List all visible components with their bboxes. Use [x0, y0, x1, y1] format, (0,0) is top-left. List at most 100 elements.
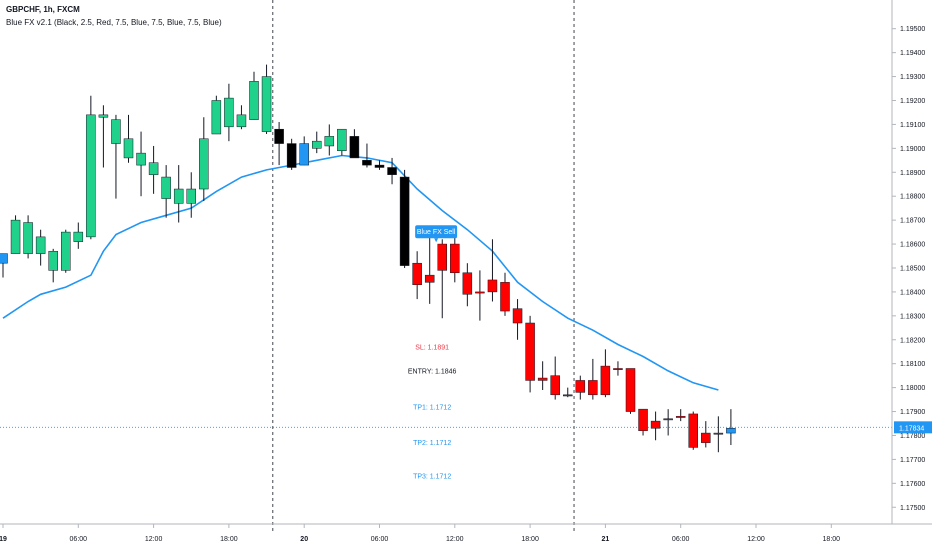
candle-body [462, 272, 473, 295]
last-price-tag [894, 421, 932, 434]
indicator-legend: Blue FX v2.1 (Black, 2.5, Red, 7.5, Blue… [6, 18, 222, 27]
candle [412, 251, 422, 300]
candle-body [199, 138, 209, 190]
candle-body [600, 365, 611, 396]
candle-body [450, 243, 460, 274]
moving-average-line [2, 154, 719, 391]
candle-body [437, 243, 447, 271]
candle-body [236, 114, 247, 128]
candle [161, 165, 171, 218]
time-tick-label: 20 [300, 536, 308, 543]
candle [550, 356, 560, 400]
candle [500, 272, 510, 316]
entry-label: ENTRY: 1.1846 [408, 368, 457, 375]
candle [312, 131, 322, 154]
candle-body [261, 76, 272, 132]
price-tick-label: 1.18000 [900, 385, 925, 392]
candle [98, 105, 109, 168]
price-tick-label: 1.18200 [900, 337, 925, 344]
candle [575, 375, 586, 400]
candle-body [713, 432, 724, 435]
candles-layer [0, 64, 736, 453]
candle-body [123, 138, 134, 159]
candle-body [23, 222, 33, 254]
time-tick-label: 06:00 [672, 536, 690, 543]
price-tick-label: 1.19300 [900, 74, 925, 81]
candle-body [173, 188, 184, 204]
candle-body [550, 375, 560, 396]
time-tick-label: 12:00 [446, 536, 464, 543]
candle-body [73, 231, 84, 242]
candle [701, 421, 711, 448]
time-tick-label: 06:00 [371, 536, 389, 543]
candle-body [362, 160, 372, 166]
candle-body [186, 188, 196, 204]
candle-body [512, 308, 523, 324]
candle-body [374, 164, 385, 168]
stop-loss-label: SL: 1.1891 [415, 344, 449, 351]
candle-body [312, 140, 322, 149]
price-tick-label: 1.19500 [900, 26, 925, 33]
price-tick-label: 1.17800 [900, 433, 925, 440]
candle [563, 387, 573, 398]
candle [663, 409, 673, 436]
candle-body [475, 291, 485, 294]
candle [512, 299, 523, 340]
candle [487, 239, 498, 302]
candle [0, 253, 8, 278]
candle [399, 169, 410, 268]
candle [588, 358, 598, 400]
candle-body [399, 176, 410, 266]
time-tick-label: 18:00 [220, 536, 238, 543]
candle [10, 215, 21, 254]
candle-body [638, 408, 648, 431]
price-tick-label: 1.18800 [900, 194, 925, 201]
candle [462, 263, 473, 307]
candle-body [349, 136, 360, 159]
candle-body [249, 81, 259, 120]
candle [224, 83, 234, 142]
candle-body [61, 231, 71, 271]
symbol-title: GBPCHF, 1h, FXCM [6, 5, 80, 14]
candle-body [387, 167, 397, 175]
candle [48, 248, 58, 283]
time-tick-label: 18:00 [521, 536, 539, 543]
take-profit-2-label: TP2: 1.1712 [413, 440, 451, 447]
candle [111, 114, 121, 199]
candle-body [525, 322, 535, 381]
candle-body [0, 253, 8, 264]
candle [600, 349, 611, 398]
candle [424, 234, 435, 304]
candle [23, 215, 33, 259]
candle-body [675, 416, 686, 418]
candle [349, 129, 360, 159]
candle-body [701, 432, 711, 443]
candle-body [537, 377, 548, 381]
candle-body [487, 279, 498, 293]
candle [525, 315, 535, 393]
candle-body [48, 250, 58, 271]
candle [286, 138, 297, 170]
candle [61, 229, 71, 273]
price-axis[interactable]: 1.19500 1.19400 1.19300 1.19200 1.19100 1.190… [891, 0, 932, 524]
time-tick-label: 12:00 [145, 536, 163, 543]
candle-body [211, 100, 222, 135]
last-price-label: 1.17834 [899, 425, 924, 432]
candle-body [500, 282, 510, 312]
candle-body [161, 176, 171, 199]
candle [374, 160, 385, 170]
candle [123, 114, 134, 163]
candle-body [86, 114, 96, 238]
price-tick-label: 1.17600 [900, 481, 925, 488]
candle-body [588, 380, 598, 396]
candle-body [136, 152, 146, 166]
candle-body [575, 380, 586, 393]
candle-body [299, 143, 309, 166]
time-axis[interactable]: 19 06:00 12:00 18:00 20 06:00 12:00 18:00 21 06:0… [0, 523, 932, 543]
candle [650, 411, 661, 441]
price-tick-label: 1.17900 [900, 409, 925, 416]
candle-body [625, 368, 636, 412]
price-tick-label: 1.18700 [900, 218, 925, 225]
